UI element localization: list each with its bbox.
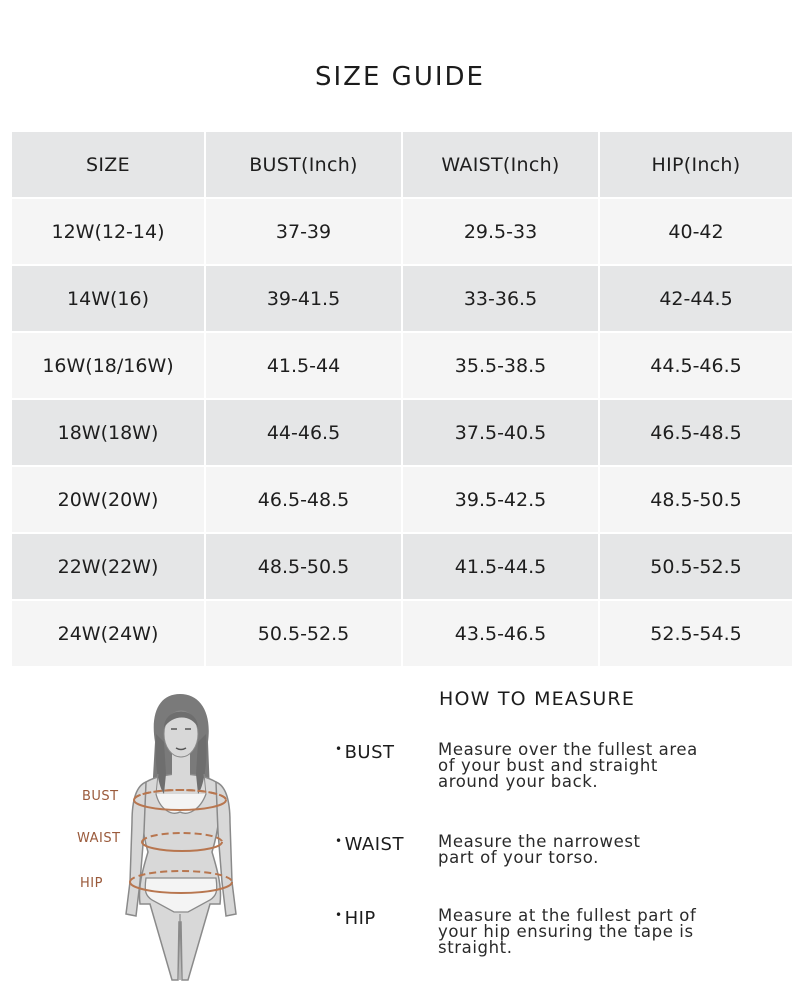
- table-cell-waist: 37.5-40.5: [403, 400, 598, 465]
- table-cell-bust: 44-46.5: [206, 400, 401, 465]
- table-cell-size: 22W(22W): [12, 534, 204, 599]
- description-line: of your bust and straight: [438, 756, 658, 775]
- header-hip: HIP(Inch): [600, 132, 792, 197]
- table-cell-hip: 50.5-52.5: [600, 534, 792, 599]
- size-table: SIZE BUST(Inch) WAIST(Inch) HIP(Inch) 12…: [12, 132, 792, 666]
- description-line: your hip ensuring the tape is: [438, 922, 694, 941]
- measure-term: • BUST: [335, 742, 395, 763]
- table-cell-hip: 40-42: [600, 199, 792, 264]
- description-line: Measure the narrowest: [438, 832, 641, 851]
- measure-term-label: HIP: [344, 908, 376, 929]
- description-line: part of your torso.: [438, 848, 599, 867]
- table-cell-waist: 29.5-33: [403, 199, 598, 264]
- table-cell-waist: 39.5-42.5: [403, 467, 598, 532]
- table-cell-hip: 52.5-54.5: [600, 601, 792, 666]
- table-cell-hip: 42-44.5: [600, 266, 792, 331]
- description-line: Measure at the fullest part of: [438, 906, 697, 925]
- figure-label-hip: HIP: [80, 876, 103, 891]
- body-silhouette-icon: [125, 694, 237, 981]
- table-cell-bust: 41.5-44: [206, 333, 401, 398]
- figure-label-bust: BUST: [82, 789, 119, 804]
- measure-term-label: WAIST: [344, 834, 404, 855]
- table-cell-waist: 35.5-38.5: [403, 333, 598, 398]
- table-cell-waist: 43.5-46.5: [403, 601, 598, 666]
- table-cell-waist: 33-36.5: [403, 266, 598, 331]
- table-cell-size: 14W(16): [12, 266, 204, 331]
- table-cell-bust: 50.5-52.5: [206, 601, 401, 666]
- header-size: SIZE: [12, 132, 204, 197]
- how-to-measure-title: HOW TO MEASURE: [439, 688, 636, 710]
- description-line: straight.: [438, 938, 513, 957]
- description-line: Measure over the fullest area: [438, 740, 698, 759]
- bullet-icon: •: [335, 908, 343, 922]
- page-title: SIZE GUIDE: [315, 62, 485, 92]
- table-cell-hip: 44.5-46.5: [600, 333, 792, 398]
- table-cell-size: 16W(18/16W): [12, 333, 204, 398]
- table-cell-size: 18W(18W): [12, 400, 204, 465]
- measure-term-label: BUST: [344, 742, 395, 763]
- table-cell-hip: 46.5-48.5: [600, 400, 792, 465]
- measure-term: • HIP: [335, 908, 376, 929]
- bullet-icon: •: [335, 742, 343, 756]
- header-bust: BUST(Inch): [206, 132, 401, 197]
- table-cell-size: 24W(24W): [12, 601, 204, 666]
- measure-term: • WAIST: [335, 834, 404, 855]
- table-cell-bust: 48.5-50.5: [206, 534, 401, 599]
- body-measurement-figure: BUST WAIST HIP: [60, 682, 300, 982]
- bullet-icon: •: [335, 834, 343, 848]
- table-cell-size: 20W(20W): [12, 467, 204, 532]
- table-cell-bust: 37-39: [206, 199, 401, 264]
- measure-description: Measure at the fullest part of your hip …: [438, 906, 738, 957]
- table-cell-bust: 46.5-48.5: [206, 467, 401, 532]
- measure-description: Measure the narrowest part of your torso…: [438, 832, 738, 867]
- measure-description: Measure over the fullest area of your bu…: [438, 740, 738, 791]
- table-cell-waist: 41.5-44.5: [403, 534, 598, 599]
- table-cell-hip: 48.5-50.5: [600, 467, 792, 532]
- description-line: around your back.: [438, 772, 599, 791]
- table-cell-bust: 39-41.5: [206, 266, 401, 331]
- header-waist: WAIST(Inch): [403, 132, 598, 197]
- table-cell-size: 12W(12-14): [12, 199, 204, 264]
- figure-label-waist: WAIST: [77, 831, 121, 846]
